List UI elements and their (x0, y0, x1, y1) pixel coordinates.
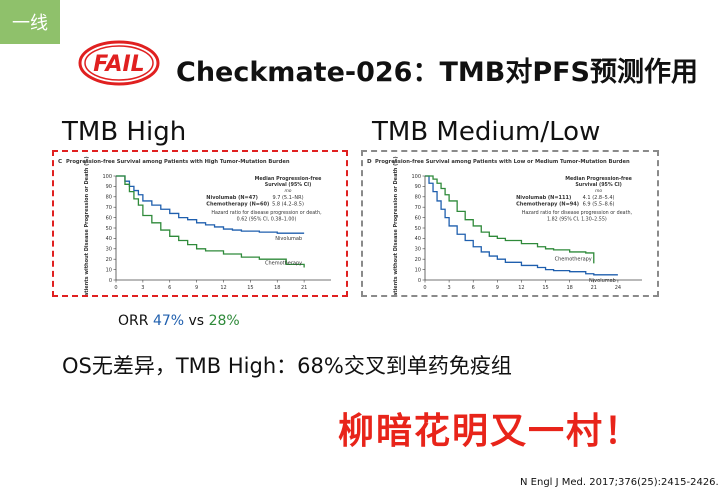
y-tick-label: 0 (109, 278, 112, 284)
x-tick-label: 0 (423, 285, 426, 291)
table-row-value: 6.9 (5.5–8.6) (583, 202, 615, 208)
y-tick-label: 10 (106, 267, 112, 273)
x-tick-label: 18 (274, 285, 280, 291)
table-header: Survival (95% CI) (265, 182, 312, 188)
x-tick-label: 3 (141, 285, 144, 291)
orr-label: ORR (118, 313, 149, 329)
orr-comparison: ORR 47% vs 28% (118, 313, 240, 329)
y-axis-label: Patients without Disease Progression or … (393, 156, 399, 295)
series-line-chemotherapy (425, 175, 595, 264)
table-row-value: 9.7 (5.1–NR) (272, 195, 303, 201)
orr-chemotherapy-value: 28% (208, 313, 240, 329)
y-tick-label: 100 (411, 174, 421, 180)
series-line-nivolumab (116, 175, 305, 234)
table-row-label: Chemotherapy (N=60) (206, 202, 269, 208)
x-tick-label: 24 (615, 285, 621, 291)
os-note: OS无差异，TMB High：68%交叉到单药免疫组 (62, 354, 512, 378)
y-tick-label: 90 (106, 184, 112, 190)
chart-panel-tmb-high: C Progression-free Survival among Patient… (52, 150, 348, 297)
x-tick-label: 15 (247, 285, 253, 291)
series-line-nivolumab (425, 175, 618, 276)
y-tick-label: 10 (415, 267, 421, 273)
table-row-value: 5.8 (4.2–8.5) (272, 202, 304, 208)
reference-citation: N Engl J Med. 2017;376(25):2415-2426. (520, 477, 719, 488)
chart-panel-tmb-medium-low: D Progression-free Survival among Patient… (361, 150, 659, 297)
series-line-chemotherapy (116, 175, 305, 268)
series-label: Chemotherapy (265, 261, 302, 267)
y-tick-label: 50 (415, 226, 421, 232)
x-tick-label: 21 (591, 285, 597, 291)
y-tick-label: 50 (106, 226, 112, 232)
table-row-label: Chemotherapy (N=94) (516, 202, 579, 208)
x-tick-label: 0 (114, 285, 117, 291)
x-tick-label: 12 (518, 285, 524, 291)
y-tick-label: 60 (415, 215, 421, 221)
svg-text:FAIL: FAIL (93, 52, 144, 77)
tmb-high-label: TMB High (62, 117, 187, 147)
y-tick-label: 100 (102, 174, 112, 180)
km-chart-tmb-medium-low: D Progression-free Survival among Patient… (367, 156, 642, 295)
fail-stamp-icon: FAIL (78, 40, 160, 86)
orr-nivolumab-value: 47% (152, 313, 185, 329)
y-tick-label: 70 (415, 205, 421, 211)
table-header: Median Progression-free (255, 176, 322, 182)
chart-heading: Progression-free Survival among Patients… (375, 159, 630, 165)
y-tick-label: 80 (106, 195, 112, 201)
hazard-ratio-text: Hazard ratio for disease progression or … (522, 210, 633, 216)
x-tick-label: 9 (195, 285, 198, 291)
y-tick-label: 0 (418, 278, 421, 284)
x-tick-label: 15 (542, 285, 548, 291)
slide-title: Checkmate-026：TMB对PFS预测作用 (176, 57, 698, 88)
x-tick-label: 12 (220, 285, 226, 291)
hazard-ratio-text: 1.82 (95% CI, 1.30–2.55) (547, 217, 607, 223)
series-label: Nivolumab (589, 278, 616, 284)
hazard-ratio-text: 0.62 (95% CI, 0.38–1.00) (237, 217, 297, 223)
x-tick-label: 21 (301, 285, 307, 291)
x-tick-label: 18 (566, 285, 572, 291)
x-tick-label: 3 (448, 285, 451, 291)
panel-letter: C (58, 159, 62, 165)
table-row-label: Nivolumab (N=47) (206, 195, 258, 201)
y-tick-label: 20 (106, 257, 112, 263)
orr-separator: vs (188, 313, 205, 329)
slogan: 柳暗花明又一村！ (338, 411, 643, 452)
series-label: Nivolumab (275, 236, 302, 242)
table-unit: mo (285, 189, 292, 194)
series-label: Chemotherapy (555, 256, 592, 262)
y-tick-label: 70 (106, 205, 112, 211)
panel-letter: D (367, 159, 372, 165)
section-tag: 一线 (0, 0, 60, 44)
table-header: Median Progression-free (565, 176, 632, 182)
x-tick-label: 9 (496, 285, 499, 291)
chart-heading: Progression-free Survival among Patients… (66, 159, 290, 165)
y-tick-label: 40 (106, 236, 112, 242)
y-tick-label: 30 (106, 247, 112, 253)
table-unit: mo (595, 189, 602, 194)
table-row-label: Nivolumab (N=111) (516, 195, 571, 201)
y-tick-label: 40 (415, 236, 421, 242)
table-row-value: 4.1 (2.8–5.4) (583, 195, 615, 201)
y-tick-label: 80 (415, 195, 421, 201)
km-chart-tmb-high: C Progression-free Survival among Patient… (58, 156, 331, 295)
x-tick-label: 6 (472, 285, 475, 291)
y-tick-label: 90 (415, 184, 421, 190)
y-tick-label: 20 (415, 257, 421, 263)
y-axis-label: Patients without Disease Progression or … (84, 156, 90, 295)
x-tick-label: 6 (168, 285, 171, 291)
y-tick-label: 30 (415, 247, 421, 253)
hazard-ratio-text: Hazard ratio for disease progression or … (211, 210, 322, 216)
y-tick-label: 60 (106, 215, 112, 221)
table-header: Survival (95% CI) (575, 182, 622, 188)
tmb-medium-low-label: TMB Medium/Low (372, 117, 601, 147)
